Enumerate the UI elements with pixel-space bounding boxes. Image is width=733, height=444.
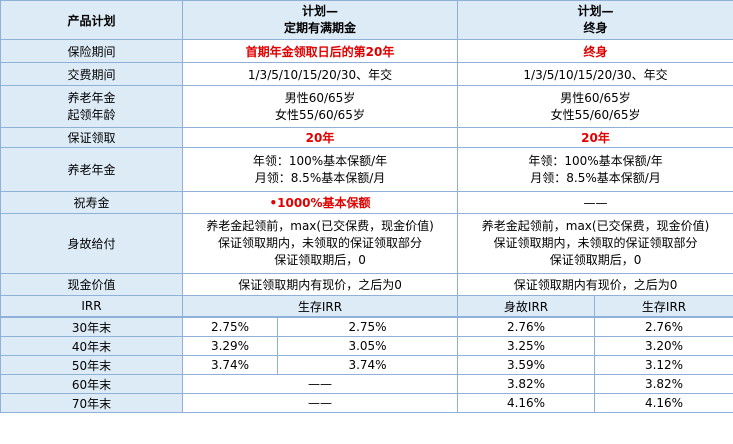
row-label: 保证领取 bbox=[0, 127, 183, 148]
plan-a-title: 计划— bbox=[302, 4, 339, 18]
irr-row: 60年末 —— 3.82% 3.82% bbox=[0, 374, 733, 394]
plan-b-value: 养老金起领前，max(已交保费，现金价值) 保证领取期内，未领取的保证领取部分 … bbox=[457, 213, 733, 274]
plan-b-death-irr: 3.12% bbox=[594, 355, 733, 375]
plan-b-value: 年领：100%基本保额/年 月领：8.5%基本保额/月 bbox=[457, 147, 733, 192]
value-line: 月领：8.5%基本保额/月 bbox=[530, 170, 661, 185]
irr-year: 50年末 bbox=[0, 355, 183, 375]
value-line: 月领：8.5%基本保额/月 bbox=[254, 170, 386, 185]
irr-label: IRR bbox=[0, 295, 183, 317]
irr-header-row: IRR 生存IRR 身故IRR 生存IRR 身故IRR bbox=[0, 295, 733, 317]
pension-row: 养老年金 年领：100%基本保额/年 月领：8.5%基本保额/月 年领：100%… bbox=[0, 147, 733, 192]
plan-b-death-irr: 3.20% bbox=[594, 336, 733, 356]
death-benefit-row: 身故给付 养老金起领前，max(已交保费，现金价值) 保证领取期内，未领取的保证… bbox=[0, 213, 733, 274]
plan-a-death-irr-header: 身故IRR bbox=[457, 295, 596, 317]
row-label: 养老年金 bbox=[0, 147, 183, 192]
plan-b-survival-irr: 3.25% bbox=[457, 336, 595, 356]
plan-a-value: 男性60/65岁 女性55/60/65岁 bbox=[181, 85, 459, 128]
plan-a-value: •1000%基本保额 bbox=[181, 191, 459, 214]
plan-a-value: 20年 bbox=[181, 127, 459, 148]
plan-b-survival-irr-header: 生存IRR bbox=[594, 295, 733, 317]
plan-b-survival-irr: 4.16% bbox=[457, 393, 595, 413]
plan-a-death-irr: 3.05% bbox=[277, 336, 458, 356]
value-line: 保证领取期内，未领取的保证领取部分 bbox=[493, 236, 698, 250]
plan-b-header: 计划— 终身 bbox=[457, 0, 733, 40]
plan-a-header: 计划— 定期有满期金 bbox=[181, 0, 459, 40]
cash-value-row: 现金价值 保证领取期内有现价，之后为0 保证领取期内有现价，之后为0 bbox=[0, 273, 733, 296]
value-line: 女性55/60/65岁 bbox=[275, 107, 365, 122]
row-label: 养老年金 起领年龄 bbox=[0, 85, 183, 128]
plan-a-irr-na: —— bbox=[182, 374, 458, 394]
plan-a-survival-irr: 2.75% bbox=[182, 317, 278, 337]
plan-a-survival-irr: 3.29% bbox=[182, 336, 278, 356]
value-line: 年领：100%基本保额/年 bbox=[528, 153, 663, 168]
irr-year: 60年末 bbox=[0, 374, 183, 394]
plan-a-subtitle: 定期有满期金 bbox=[284, 21, 357, 35]
irr-year: 30年末 bbox=[0, 317, 183, 337]
plan-a-irr-na: —— bbox=[182, 393, 458, 413]
plan-b-survival-irr: 3.59% bbox=[457, 355, 595, 375]
plan-a-value: 1/3/5/10/15/20/30、年交 bbox=[181, 62, 459, 86]
plan-b-title: 计划— bbox=[577, 4, 614, 18]
value-line: 保证领取期后，0 bbox=[274, 253, 366, 267]
irr-row: 50年末 3.74% 3.74% 3.59% 3.12% bbox=[0, 355, 733, 375]
plan-a-value: 保证领取期内有现价，之后为0 bbox=[181, 273, 459, 296]
plan-b-subtitle: 终身 bbox=[583, 21, 608, 35]
pension-age-row: 养老年金 起领年龄 男性60/65岁 女性55/60/65岁 男性60/65岁 … bbox=[0, 85, 733, 128]
value-line: 男性60/65岁 bbox=[560, 90, 631, 105]
plan-a-survival-irr-header: 生存IRR bbox=[181, 295, 459, 317]
plan-comparison-table: 产品计划 计划— 定期有满期金 计划— 终身 保险期间 首期年金领取日后的第20… bbox=[0, 0, 733, 317]
row-label-line: 起领年龄 bbox=[67, 107, 116, 122]
row-label: 祝寿金 bbox=[0, 191, 183, 214]
value-line: 养老金起领前，max(已交保费，现金价值) bbox=[481, 219, 710, 233]
product-plan-header: 产品计划 bbox=[0, 0, 183, 40]
plan-a-value: 首期年金领取日后的第20年 bbox=[181, 39, 459, 63]
insurance-period-row: 保险期间 首期年金领取日后的第20年 终身 bbox=[0, 39, 733, 63]
row-label: 交费期间 bbox=[0, 62, 183, 86]
value-line: 男性60/65岁 bbox=[284, 90, 356, 105]
plan-b-value: 20年 bbox=[457, 127, 733, 148]
longevity-row: 祝寿金 •1000%基本保额 —— bbox=[0, 191, 733, 214]
payment-period-row: 交费期间 1/3/5/10/15/20/30、年交 1/3/5/10/15/20… bbox=[0, 62, 733, 86]
row-label: 现金价值 bbox=[0, 273, 183, 296]
value-line: 女性55/60/65岁 bbox=[550, 107, 641, 122]
header-row: 产品计划 计划— 定期有满期金 计划— 终身 bbox=[0, 0, 733, 40]
plan-b-death-irr: 2.76% bbox=[594, 317, 733, 337]
value-line: 养老金起领前，max(已交保费，现金价值) bbox=[206, 219, 434, 233]
value-line: 保证领取期内，未领取的保证领取部分 bbox=[218, 236, 423, 250]
plan-a-death-irr: 2.75% bbox=[277, 317, 458, 337]
irr-row: 30年末 2.75% 2.75% 2.76% 2.76% bbox=[0, 317, 733, 337]
irr-values-table: 30年末 2.75% 2.75% 2.76% 2.76% 40年末 3.29% … bbox=[0, 317, 733, 413]
value-line: 保证领取期后，0 bbox=[549, 253, 642, 267]
plan-b-death-irr: 3.82% bbox=[594, 374, 733, 394]
plan-a-value: 养老金起领前，max(已交保费，现金价值) 保证领取期内，未领取的保证领取部分 … bbox=[181, 213, 459, 274]
row-label: 身故给付 bbox=[0, 213, 183, 274]
plan-b-value: 男性60/65岁 女性55/60/65岁 bbox=[457, 85, 733, 128]
irr-year: 70年末 bbox=[0, 393, 183, 413]
plan-b-survival-irr: 3.82% bbox=[457, 374, 595, 394]
plan-b-value: 终身 bbox=[457, 39, 733, 63]
irr-row: 70年末 —— 4.16% 4.16% bbox=[0, 393, 733, 413]
row-label-line: 养老年金 bbox=[67, 90, 116, 105]
plan-a-death-irr: 3.74% bbox=[277, 355, 458, 375]
plan-b-death-irr: 4.16% bbox=[594, 393, 733, 413]
guaranteed-collection-row: 保证领取 20年 20年 bbox=[0, 127, 733, 148]
irr-row: 40年末 3.29% 3.05% 3.25% 3.20% bbox=[0, 336, 733, 356]
row-label: 保险期间 bbox=[0, 39, 183, 63]
plan-b-value: 保证领取期内有现价，之后为0 bbox=[457, 273, 733, 296]
plan-a-value: 年领：100%基本保额/年 月领：8.5%基本保额/月 bbox=[181, 147, 459, 192]
plan-b-survival-irr: 2.76% bbox=[457, 317, 595, 337]
plan-b-value: 1/3/5/10/15/20/30、年交 bbox=[457, 62, 733, 86]
plan-a-survival-irr: 3.74% bbox=[182, 355, 278, 375]
value-line: 年领：100%基本保额/年 bbox=[252, 153, 388, 168]
irr-year: 40年末 bbox=[0, 336, 183, 356]
plan-b-value: —— bbox=[457, 191, 733, 214]
